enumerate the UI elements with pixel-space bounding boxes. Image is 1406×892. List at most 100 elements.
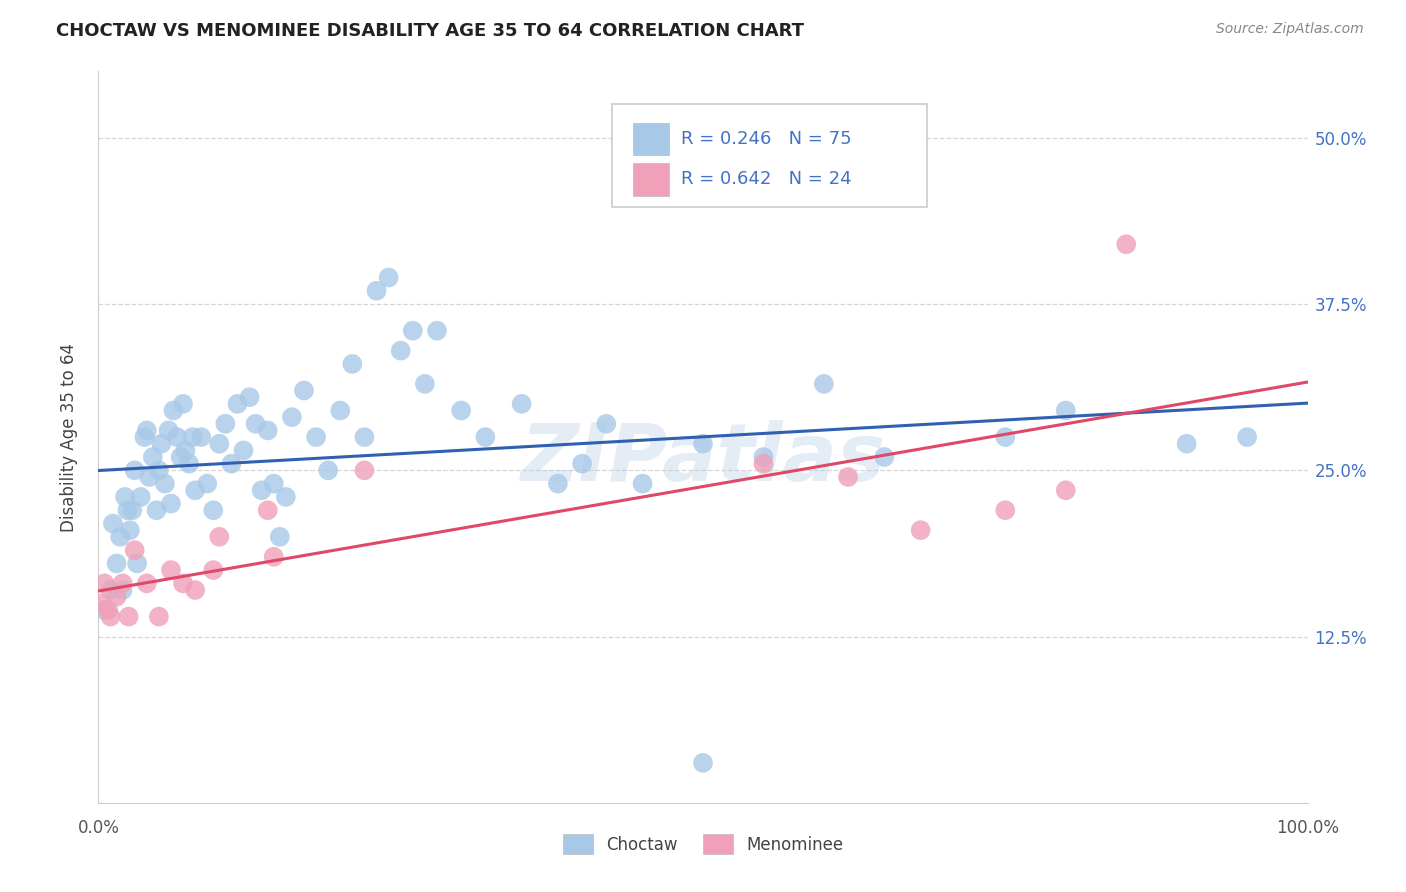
- Point: [1175, 436, 1198, 450]
- Point: [114, 490, 136, 504]
- Point: [190, 430, 212, 444]
- Point: [160, 497, 183, 511]
- Point: [263, 549, 285, 564]
- Point: [595, 417, 617, 431]
- Point: [172, 576, 194, 591]
- Point: [127, 557, 149, 571]
- Point: [692, 756, 714, 770]
- Point: [105, 590, 128, 604]
- FancyBboxPatch shape: [613, 104, 927, 207]
- Point: [269, 530, 291, 544]
- Point: [91, 596, 114, 610]
- Point: [181, 430, 204, 444]
- Point: [93, 576, 115, 591]
- Point: [166, 430, 188, 444]
- Point: [134, 430, 156, 444]
- Point: [281, 410, 304, 425]
- Point: [342, 357, 364, 371]
- Point: [145, 503, 167, 517]
- Point: [195, 476, 218, 491]
- Text: R = 0.246   N = 75: R = 0.246 N = 75: [682, 129, 852, 148]
- Point: [184, 483, 207, 498]
- Point: [994, 430, 1017, 444]
- Point: [474, 430, 496, 444]
- Point: [138, 470, 160, 484]
- Point: [118, 523, 141, 537]
- Point: [274, 490, 297, 504]
- Point: [250, 483, 273, 498]
- Point: [184, 582, 207, 597]
- Point: [148, 609, 170, 624]
- Point: [305, 430, 328, 444]
- Point: [100, 582, 122, 597]
- Point: [366, 284, 388, 298]
- Point: [105, 557, 128, 571]
- Point: [1054, 403, 1077, 417]
- Point: [256, 503, 278, 517]
- Point: [353, 430, 375, 444]
- Point: [208, 530, 231, 544]
- Point: [157, 424, 180, 438]
- Point: [994, 503, 1017, 517]
- Point: [108, 530, 131, 544]
- Point: [837, 470, 859, 484]
- Point: [208, 436, 231, 450]
- Point: [153, 476, 176, 491]
- Point: [221, 457, 243, 471]
- Point: [202, 563, 225, 577]
- Point: [377, 270, 399, 285]
- Point: [631, 476, 654, 491]
- Point: [135, 424, 157, 438]
- Point: [813, 376, 835, 391]
- Y-axis label: Disability Age 35 to 64: Disability Age 35 to 64: [59, 343, 77, 532]
- Point: [426, 324, 449, 338]
- Text: ZIPatlas: ZIPatlas: [520, 420, 886, 498]
- Point: [160, 563, 183, 577]
- FancyBboxPatch shape: [633, 122, 669, 155]
- Point: [752, 457, 775, 471]
- Point: [111, 582, 134, 597]
- Point: [117, 503, 139, 517]
- Point: [174, 443, 197, 458]
- Text: Source: ZipAtlas.com: Source: ZipAtlas.com: [1216, 22, 1364, 37]
- Point: [571, 457, 593, 471]
- Point: [1115, 237, 1137, 252]
- Point: [172, 397, 194, 411]
- Point: [263, 476, 285, 491]
- Point: [239, 390, 262, 404]
- FancyBboxPatch shape: [633, 163, 669, 195]
- Point: [226, 397, 249, 411]
- Point: [214, 417, 236, 431]
- Point: [97, 603, 120, 617]
- Point: [202, 503, 225, 517]
- Point: [179, 457, 201, 471]
- Point: [245, 417, 267, 431]
- Point: [353, 463, 375, 477]
- Point: [148, 463, 170, 477]
- Point: [124, 463, 146, 477]
- Point: [316, 463, 339, 477]
- Point: [124, 543, 146, 558]
- Point: [329, 403, 352, 417]
- Point: [292, 384, 315, 398]
- Point: [873, 450, 896, 464]
- Point: [547, 476, 569, 491]
- Point: [150, 436, 173, 450]
- Text: R = 0.642   N = 24: R = 0.642 N = 24: [682, 169, 852, 188]
- Point: [111, 576, 134, 591]
- Point: [129, 490, 152, 504]
- Point: [100, 609, 122, 624]
- Point: [162, 403, 184, 417]
- Point: [413, 376, 436, 391]
- Point: [135, 576, 157, 591]
- Point: [752, 450, 775, 464]
- Point: [450, 403, 472, 417]
- Point: [121, 503, 143, 517]
- Point: [101, 516, 124, 531]
- Point: [402, 324, 425, 338]
- Point: [93, 603, 115, 617]
- Point: [169, 450, 191, 464]
- Point: [118, 609, 141, 624]
- Point: [389, 343, 412, 358]
- Point: [256, 424, 278, 438]
